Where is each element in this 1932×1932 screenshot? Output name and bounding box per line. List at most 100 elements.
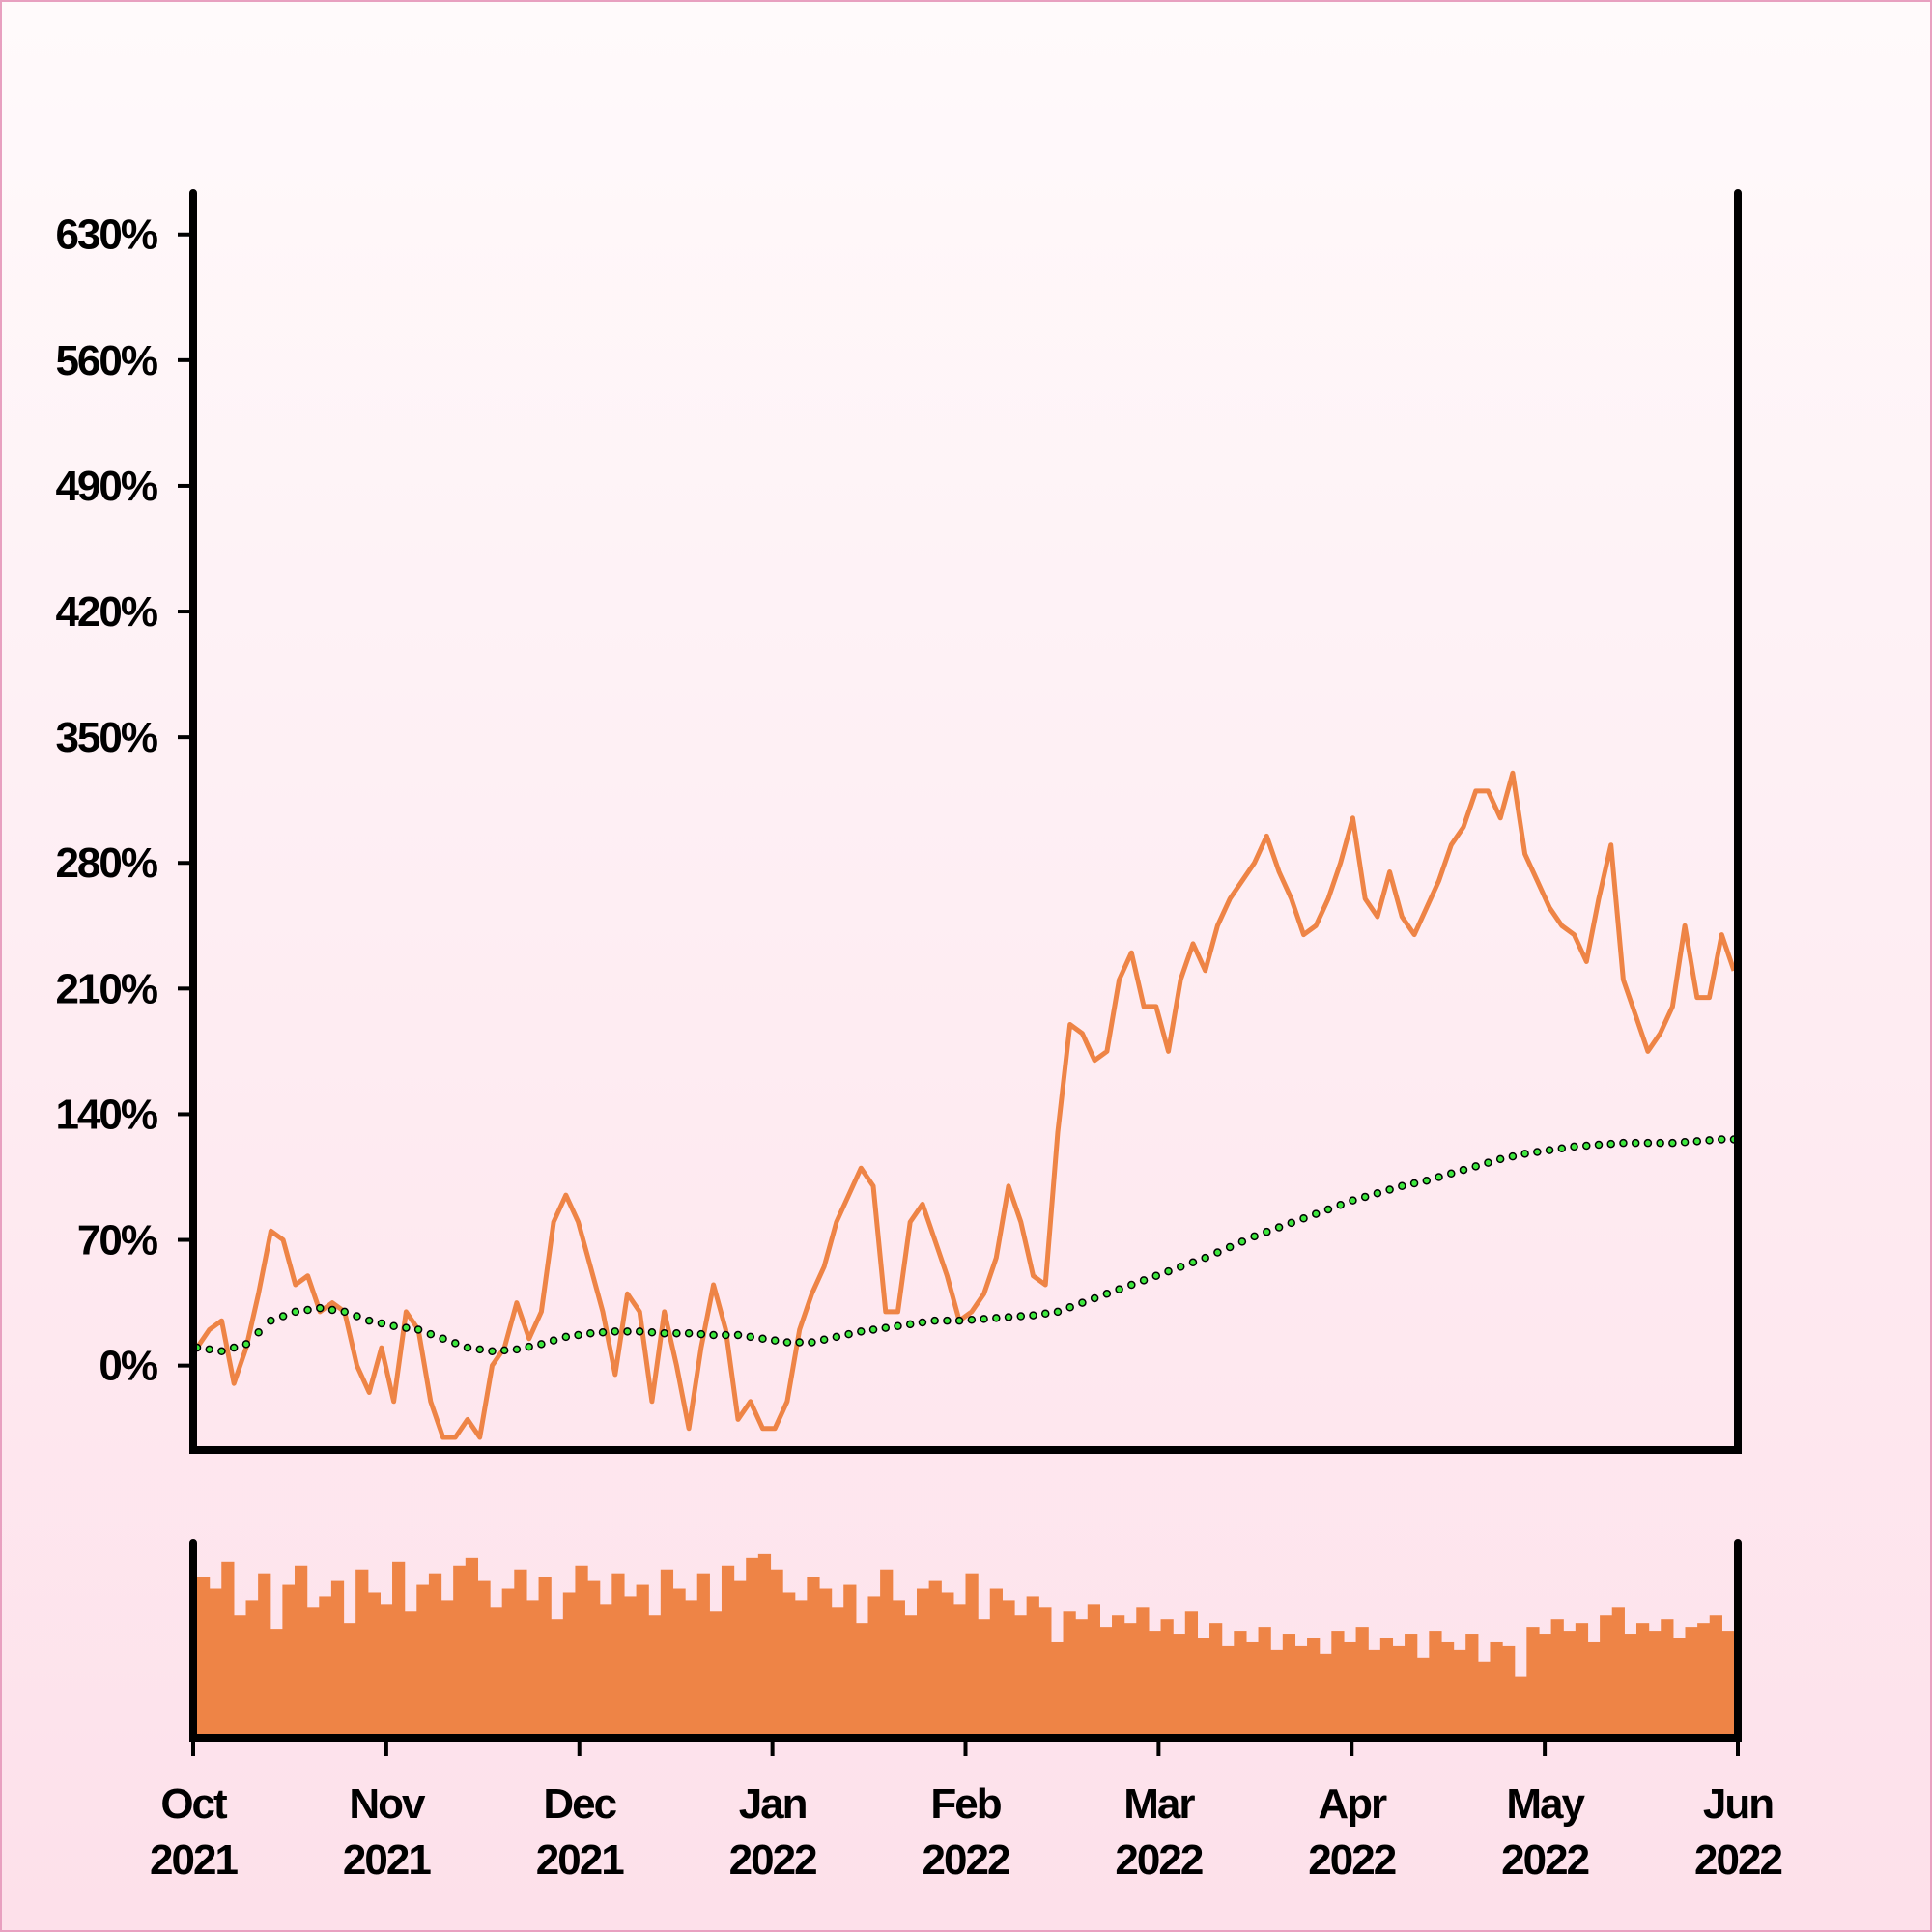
volume-bar (1002, 1600, 1015, 1734)
volume-bar (916, 1588, 930, 1734)
moving-average-dot (1065, 1302, 1074, 1312)
moving-average-dot (1484, 1158, 1492, 1167)
volume-bar (221, 1561, 235, 1734)
moving-average-dot (1643, 1138, 1653, 1148)
moving-average-dot (709, 1330, 718, 1340)
y-tick-label: 70% (77, 1217, 157, 1264)
moving-average-dot (1409, 1179, 1419, 1188)
volume-bar (1355, 1627, 1369, 1734)
moving-average-dot (1495, 1154, 1505, 1164)
moving-average-dot (660, 1328, 668, 1338)
volume-bar (1416, 1657, 1430, 1734)
moving-average-dot (1508, 1151, 1518, 1161)
moving-average-dot (918, 1318, 927, 1327)
volume-bar (1502, 1645, 1516, 1734)
moving-average-dot (402, 1323, 411, 1332)
volume-bar (343, 1623, 356, 1734)
volume-bar (453, 1565, 467, 1734)
moving-average-dot (303, 1305, 312, 1315)
volume-bar (648, 1615, 662, 1734)
volume-bar (1197, 1638, 1210, 1734)
moving-average-dot (1164, 1266, 1173, 1276)
moving-average-dot (574, 1330, 582, 1340)
moving-average-dot (1090, 1293, 1099, 1303)
moving-average-dot (549, 1336, 558, 1345)
volume-bar (989, 1588, 1003, 1734)
moving-average-dot (647, 1328, 657, 1337)
volume-bar (1050, 1641, 1065, 1734)
moving-average-dot (413, 1325, 423, 1334)
moving-average-dot (746, 1332, 755, 1342)
volume-bar (355, 1569, 369, 1734)
moving-average-dot (1151, 1271, 1161, 1280)
moving-average-dot (1078, 1298, 1087, 1307)
volume-bar (672, 1588, 686, 1734)
moving-average-dot (1237, 1237, 1247, 1246)
moving-average-dot (795, 1338, 804, 1347)
moving-average-dot (1447, 1169, 1456, 1179)
volume-bar (807, 1577, 820, 1734)
volume-bar (1014, 1615, 1028, 1734)
moving-average-dot (954, 1316, 964, 1325)
moving-average-dot (1435, 1173, 1443, 1181)
moving-average-dot (1705, 1136, 1714, 1145)
moving-average-dot (499, 1346, 509, 1355)
volume-bar (1587, 1641, 1601, 1734)
price-line (194, 770, 1737, 1440)
volume-bar (440, 1600, 454, 1734)
moving-average-dot (1287, 1218, 1296, 1228)
moving-average-dot (488, 1347, 497, 1356)
moving-average-dot (1201, 1253, 1209, 1263)
volume-bar (1258, 1627, 1271, 1734)
volume-bar (1405, 1634, 1418, 1734)
moving-average-dot (242, 1340, 251, 1349)
y-tick-label: 630% (55, 212, 156, 259)
moving-average-dot (832, 1332, 841, 1342)
moving-average-dot (205, 1345, 213, 1354)
volume-bar (757, 1553, 772, 1734)
moving-average-dot (1570, 1142, 1578, 1151)
volume-bar (1026, 1596, 1039, 1734)
volume-bar (952, 1604, 967, 1734)
y-tick-label: 490% (55, 463, 156, 510)
x-tick-label: 2021 (343, 1836, 431, 1884)
moving-average-dot (770, 1336, 780, 1345)
x-tick-label: 2022 (923, 1836, 1009, 1884)
moving-average-dot (868, 1325, 878, 1334)
volume-bar (843, 1584, 857, 1734)
moving-average-dot (635, 1327, 644, 1336)
volume-bar (197, 1577, 211, 1734)
volume-bar (233, 1615, 247, 1734)
volume-bar (1526, 1627, 1540, 1734)
moving-average-dot (611, 1327, 620, 1336)
x-tick-label: Jun (1703, 1780, 1773, 1828)
volume-bar (1160, 1619, 1174, 1734)
volume-bar (1709, 1615, 1722, 1734)
moving-average-dot (389, 1321, 398, 1331)
volume-bar (319, 1596, 332, 1734)
volume-bar (1611, 1607, 1625, 1734)
volume-bar (1368, 1649, 1381, 1734)
moving-average-dot (1360, 1192, 1370, 1202)
volume-bar (660, 1569, 674, 1734)
moving-average-dot (623, 1327, 632, 1336)
volume-bar (611, 1573, 625, 1734)
x-tick-label: 2022 (729, 1836, 816, 1884)
volume-bar (1331, 1631, 1345, 1734)
moving-average-dot (1016, 1312, 1026, 1321)
y-tick-label: 420% (55, 588, 156, 636)
moving-average-dot (782, 1338, 792, 1347)
volume-bar (551, 1619, 564, 1734)
volume-bar (855, 1623, 869, 1734)
moving-average-dot (1668, 1138, 1677, 1148)
moving-average-dot (1053, 1307, 1063, 1317)
volume-bar (1575, 1623, 1589, 1734)
moving-average-dot (254, 1328, 263, 1337)
volume-bar (245, 1600, 259, 1734)
moving-average-dot (930, 1316, 939, 1325)
volume-bar (880, 1569, 894, 1734)
x-tick-label: 2022 (1308, 1836, 1395, 1884)
volume-bar (709, 1611, 723, 1734)
moving-average-dot (475, 1345, 484, 1354)
moving-average-dot (992, 1314, 1001, 1322)
